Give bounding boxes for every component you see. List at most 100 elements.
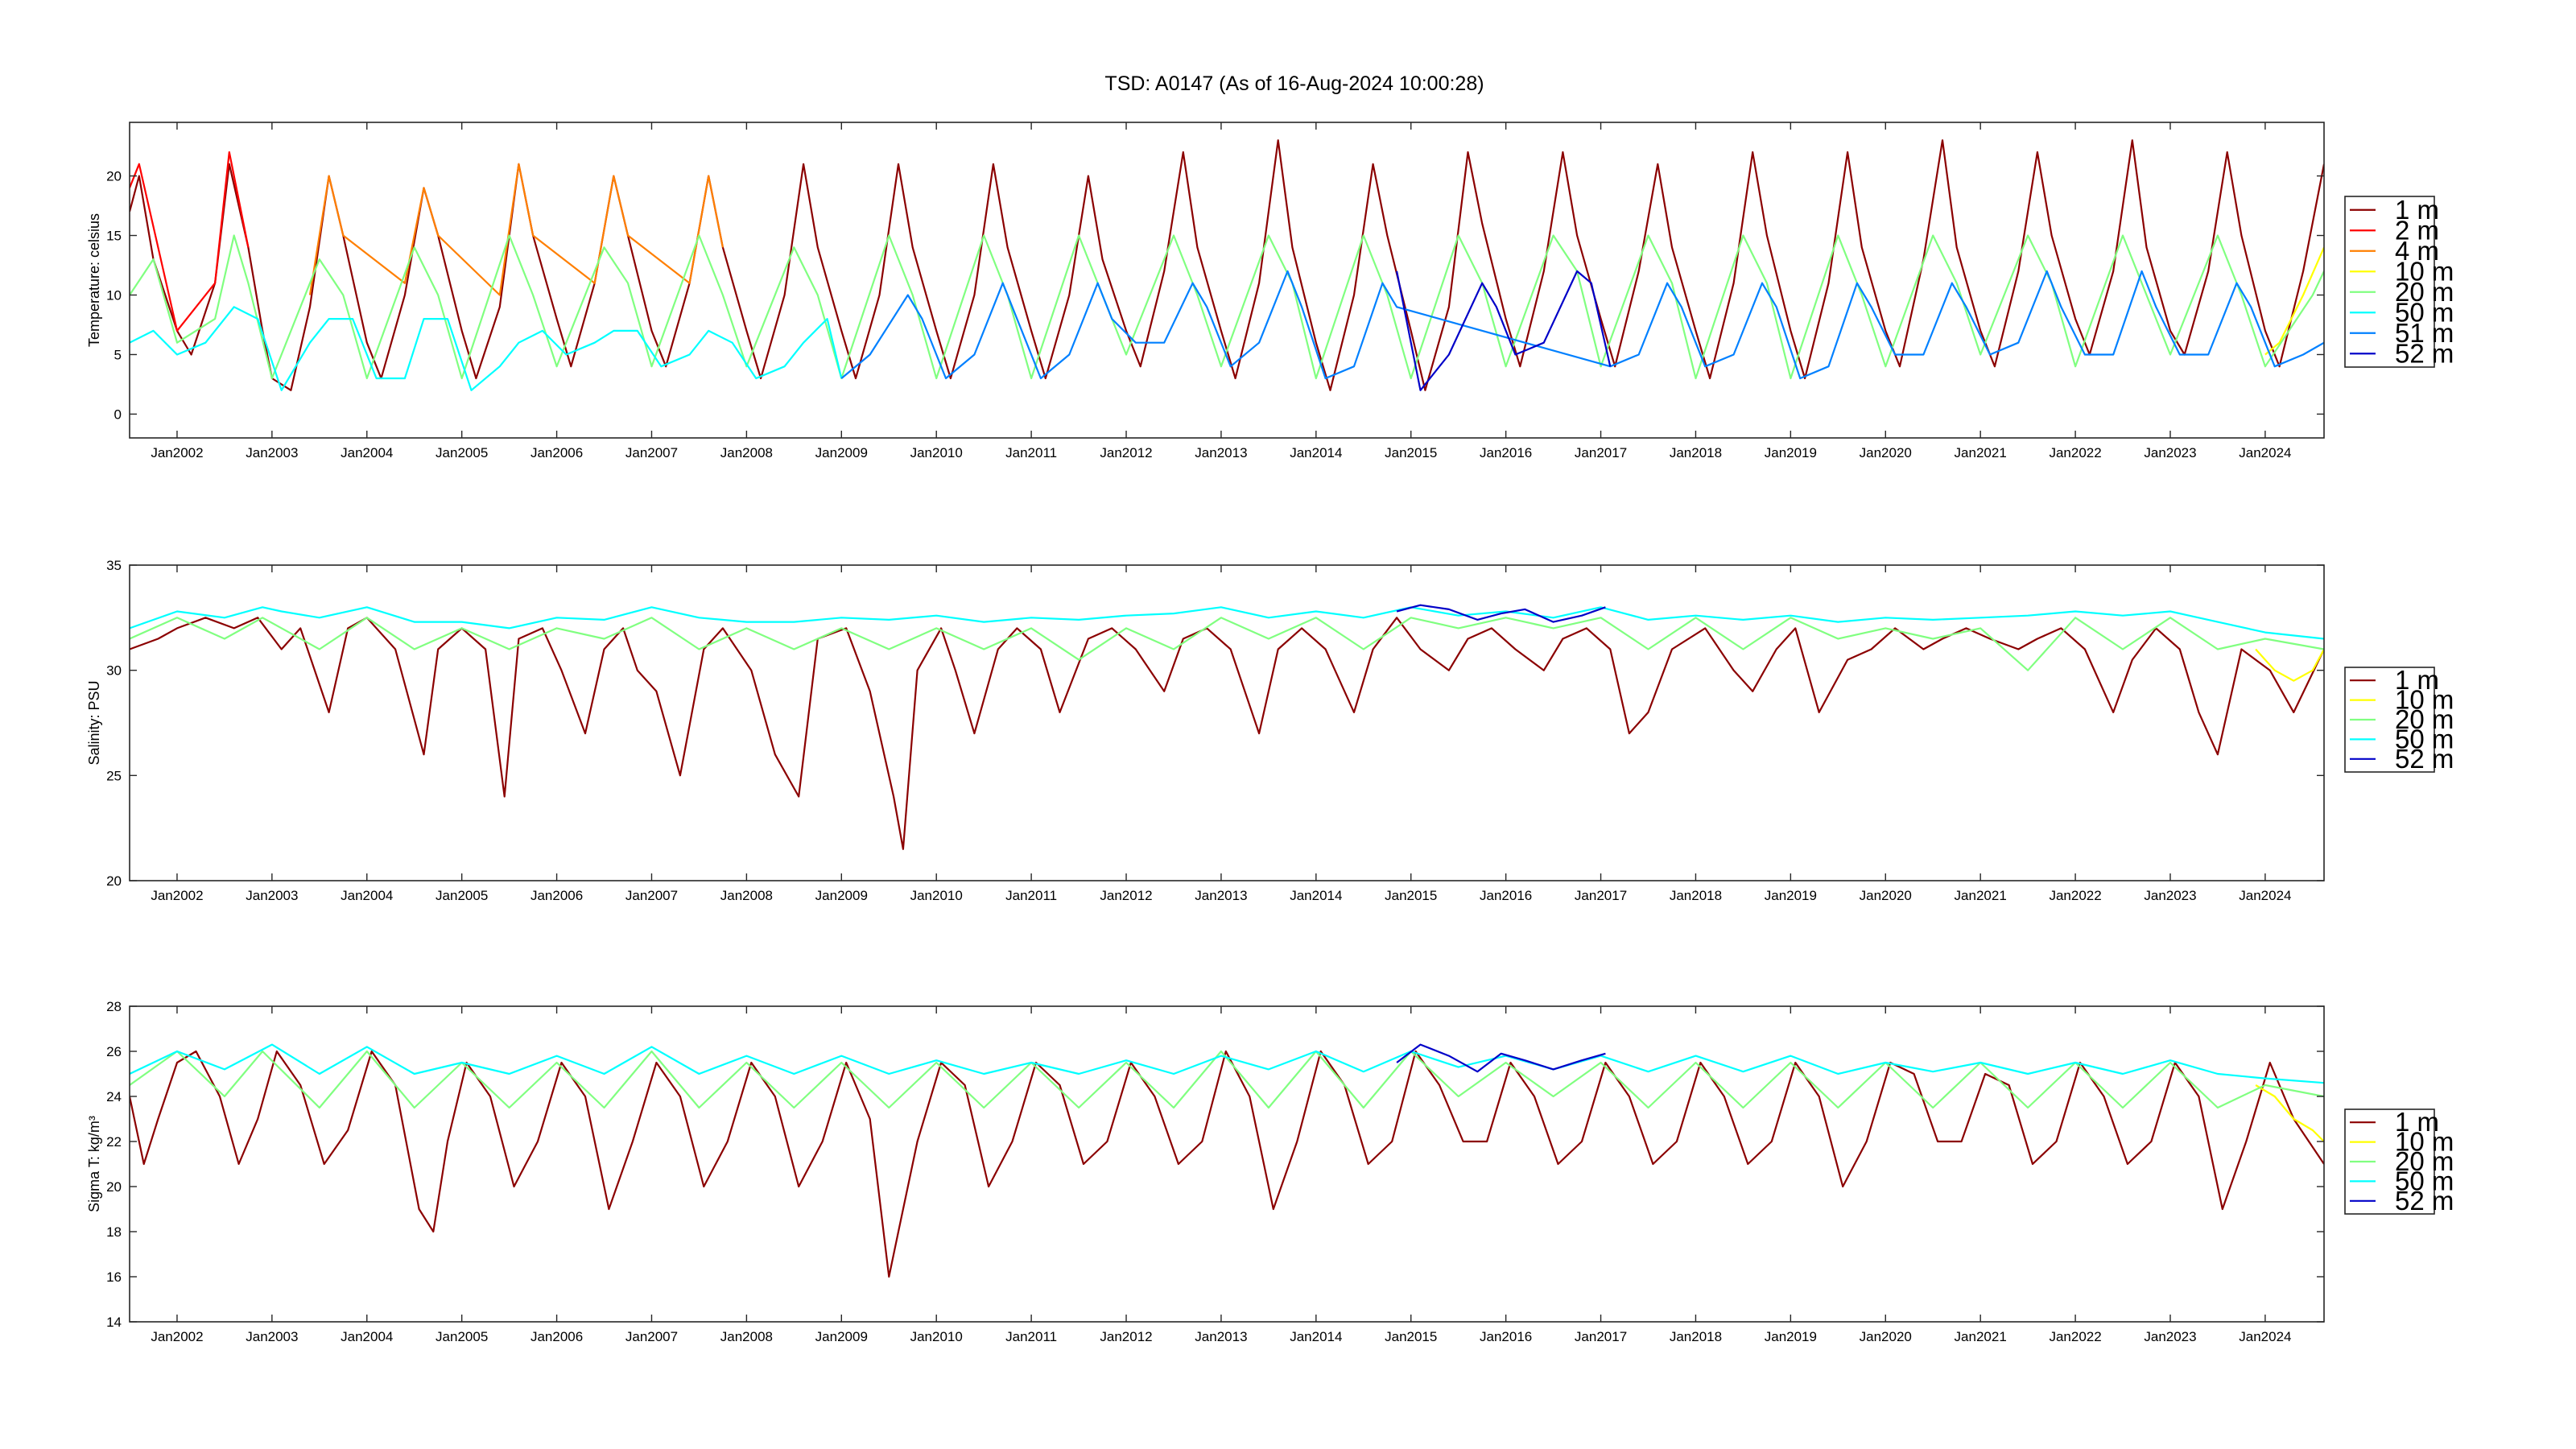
- salinity-x-tick-label: Jan2009: [815, 888, 868, 903]
- sigma-t-x-tick-label: Jan2019: [1765, 1329, 1817, 1344]
- sigma-t-x-tick-label: Jan2018: [1670, 1329, 1722, 1344]
- temperature-x-tick-label: Jan2017: [1575, 445, 1627, 460]
- temperature-series-line-50m: [130, 306, 843, 391]
- sigma-t-x-tick-label: Jan2014: [1290, 1329, 1342, 1344]
- salinity-x-tick-label: Jan2021: [1955, 888, 2007, 903]
- sigma-t-x-tick-label: Jan2013: [1195, 1329, 1247, 1344]
- temperature-legend-label: 52 m: [2395, 338, 2454, 368]
- salinity-y-axis-label: Salinity: PSU: [86, 680, 102, 765]
- sigma-t-y-tick-label: 14: [106, 1315, 122, 1330]
- sigma-t-x-tick-label: Jan2007: [625, 1329, 678, 1344]
- salinity-x-tick-label: Jan2014: [1290, 888, 1342, 903]
- sigma-t-x-tick-label: Jan2011: [1005, 1329, 1057, 1344]
- temperature-y-axis-label: Temperature: celsius: [86, 213, 102, 347]
- temperature-y-tick-label: 5: [114, 347, 122, 362]
- sigma-t-y-axis-label: Sigma T: kg/m³: [86, 1116, 102, 1212]
- temperature-x-tick-label: Jan2016: [1480, 445, 1532, 460]
- temperature-x-tick-label: Jan2023: [2144, 445, 2196, 460]
- sigma-t-y-tick-label: 28: [106, 999, 122, 1014]
- sigma-t-axes-box: [129, 1005, 2325, 1323]
- temperature-series-line-10m: [2264, 246, 2324, 356]
- salinity-legend-label: 52 m: [2395, 744, 2454, 774]
- temperature-legend-label: 2 m: [2395, 215, 2439, 245]
- figure-title: TSD: A0147 (As of 16-Aug-2024 10:00:28): [1104, 72, 1484, 95]
- sigma-t-y-tick-label: 20: [106, 1179, 122, 1195]
- temperature-legend-label: 1 m: [2395, 195, 2439, 225]
- temperature-y-tick-label: 20: [106, 169, 122, 184]
- temperature-x-tick-label: Jan2009: [815, 445, 868, 460]
- temperature-x-tick-label: Jan2015: [1385, 445, 1437, 460]
- sigma-t-x-tick-label: Jan2016: [1480, 1329, 1532, 1344]
- salinity-panel: Jan2002 Jan2003 Jan2004 Jan2005 Jan2006 Jan20…: [86, 558, 2454, 903]
- salinity-series-line-20m: [130, 617, 2324, 671]
- salinity-x-tick-label: Jan2003: [246, 888, 298, 903]
- temperature-x-tick-label: Jan2008: [720, 445, 773, 460]
- temperature-x-tick-label: Jan2002: [151, 445, 203, 460]
- sigma-t-y-tick-label: 22: [106, 1134, 122, 1150]
- temperature-series-line-52m: [1396, 270, 1612, 391]
- temperature-x-tick-label: Jan2007: [625, 445, 678, 460]
- salinity-legend-label: 1 m: [2395, 665, 2439, 695]
- temperature-y-tick-label: 10: [106, 287, 122, 303]
- salinity-x-tick-label: Jan2013: [1195, 888, 1247, 903]
- salinity-y-tick-label: 35: [106, 558, 122, 573]
- temperature-x-tick-label: Jan2006: [530, 445, 583, 460]
- salinity-axes-box: [129, 564, 2325, 881]
- temperature-axes-box: [129, 122, 2325, 439]
- panels: Jan2002 Jan2003 Jan2004 Jan2005 Jan2006 Jan20…: [86, 122, 2454, 1344]
- temperature-x-tick-label: Jan2022: [2049, 445, 2101, 460]
- salinity-x-tick-label: Jan2022: [2049, 888, 2101, 903]
- sigma-t-x-tick-label: Jan2005: [436, 1329, 488, 1344]
- temperature-x-tick-label: Jan2019: [1765, 445, 1817, 460]
- sigma-t-x-tick-label: Jan2020: [1860, 1329, 1912, 1344]
- temperature-x-tick-label: Jan2018: [1670, 445, 1722, 460]
- salinity-x-tick-label: Jan2015: [1385, 888, 1437, 903]
- sigma-t-y-tick-label: 18: [106, 1224, 122, 1240]
- salinity-y-tick-label: 25: [106, 768, 122, 783]
- salinity-x-tick-label: Jan2012: [1100, 888, 1152, 903]
- sigma-t-x-tick-label: Jan2003: [246, 1329, 298, 1344]
- temperature-legend-label: 10 m: [2395, 256, 2454, 286]
- sigma-t-legend-label: 50 m: [2395, 1166, 2454, 1195]
- salinity-series-line-52m: [1396, 604, 1606, 623]
- sigma-t-x-tick-label: Jan2012: [1100, 1329, 1152, 1344]
- sigma-t-x-tick-label: Jan2002: [151, 1329, 203, 1344]
- sigma-t-y-tick-label: 24: [106, 1089, 122, 1104]
- salinity-series-line-50m: [130, 606, 2324, 640]
- sigma-t-x-tick-label: Jan2010: [910, 1329, 963, 1344]
- sigma-t-series-line-1m: [130, 1050, 2324, 1278]
- salinity-y-tick-label: 30: [106, 663, 122, 679]
- salinity-y-tick-label: 20: [106, 873, 122, 889]
- temperature-series-line-51m: [840, 270, 2324, 380]
- temperature-series-group: [130, 139, 2324, 391]
- sigma-t-x-tick-label: Jan2009: [815, 1329, 868, 1344]
- salinity-x-tick-label: Jan2023: [2144, 888, 2196, 903]
- salinity-x-tick-label: Jan2018: [1670, 888, 1722, 903]
- temperature-legend-label: 20 m: [2395, 277, 2454, 307]
- sigma-t-legend: 1 m10 m20 m50 m52 m: [2344, 1107, 2454, 1216]
- temperature-x-tick-label: Jan2003: [246, 445, 298, 460]
- salinity-x-tick-label: Jan2019: [1765, 888, 1817, 903]
- salinity-x-tick-label: Jan2010: [910, 888, 963, 903]
- temperature-y-tick-label: 15: [106, 229, 122, 244]
- temperature-legend-label: 4 m: [2395, 236, 2439, 266]
- salinity-series-line-10m: [2255, 648, 2324, 682]
- temperature-series-line-20m: [130, 234, 2324, 380]
- salinity-x-tick-label: Jan2020: [1860, 888, 1912, 903]
- salinity-legend-label: 50 m: [2395, 724, 2454, 753]
- sigma-t-series-line-10m: [2255, 1084, 2324, 1142]
- salinity-x-tick-label: Jan2006: [530, 888, 583, 903]
- sigma-t-x-tick-label: Jan2022: [2049, 1329, 2101, 1344]
- salinity-x-tick-label: Jan2011: [1005, 888, 1057, 903]
- sigma-t-x-tick-label: Jan2004: [341, 1329, 393, 1344]
- temperature-legend-box: [2344, 196, 2435, 368]
- salinity-x-tick-label: Jan2016: [1480, 888, 1532, 903]
- sigma-t-series-line-52m: [1396, 1043, 1606, 1073]
- salinity-x-tick-label: Jan2005: [436, 888, 488, 903]
- salinity-x-tick-label: Jan2004: [341, 888, 393, 903]
- salinity-x-tick-label: Jan2002: [151, 888, 203, 903]
- sigma-t-series-line-20m: [130, 1050, 2324, 1109]
- salinity-series-line-1m: [130, 617, 2324, 850]
- sigma-t-x-tick-label: Jan2006: [530, 1329, 583, 1344]
